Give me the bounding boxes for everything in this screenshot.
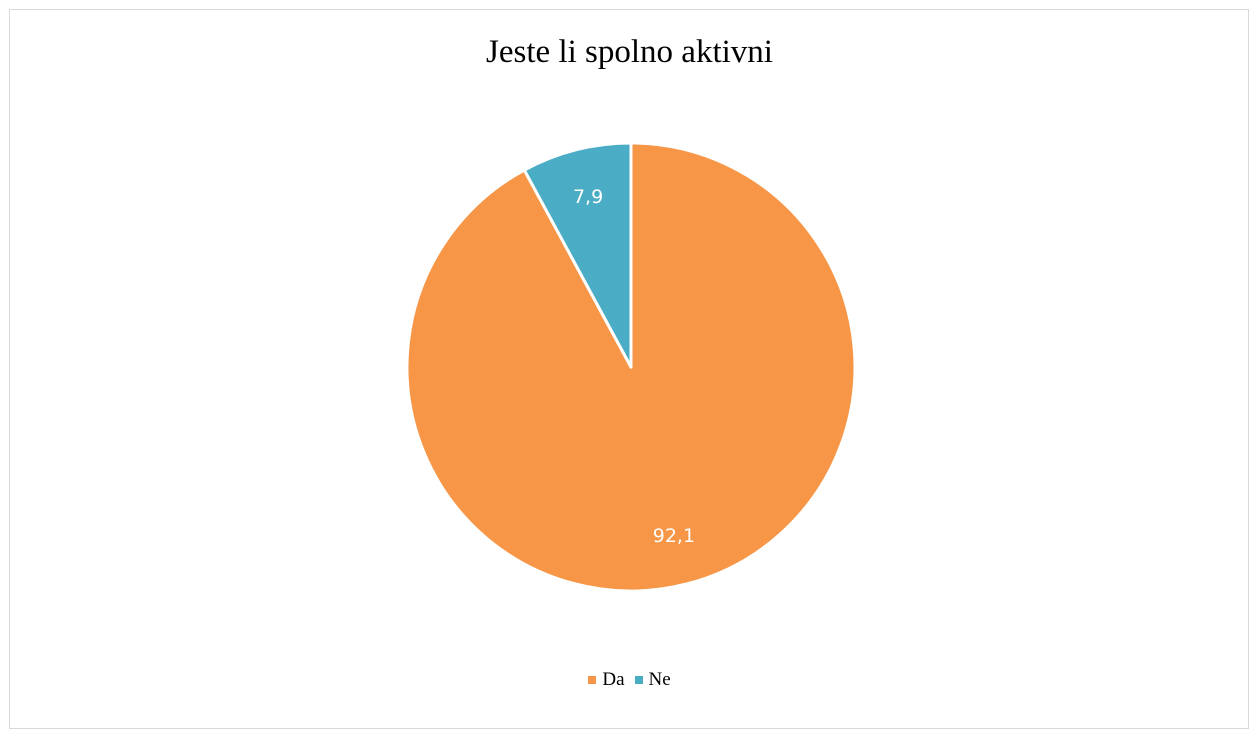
- legend-item-da: Da: [588, 669, 625, 691]
- legend: Da Ne: [0, 669, 1259, 691]
- data-label-da: 92,1: [653, 525, 695, 547]
- legend-item-ne: Ne: [634, 669, 671, 691]
- chart-title: Jeste li spolno aktivni: [486, 34, 773, 70]
- legend-swatch-da: [588, 676, 597, 684]
- pie-slices: [405, 141, 857, 593]
- pie-data-labels: 92,1 7,9: [573, 186, 695, 547]
- legend-label-ne: Ne: [648, 669, 671, 690]
- pie-slice-ne: [522, 141, 633, 369]
- legend-swatch-ne: [634, 676, 643, 684]
- legend-label-da: Da: [602, 669, 625, 690]
- data-label-ne: 7,9: [573, 186, 603, 208]
